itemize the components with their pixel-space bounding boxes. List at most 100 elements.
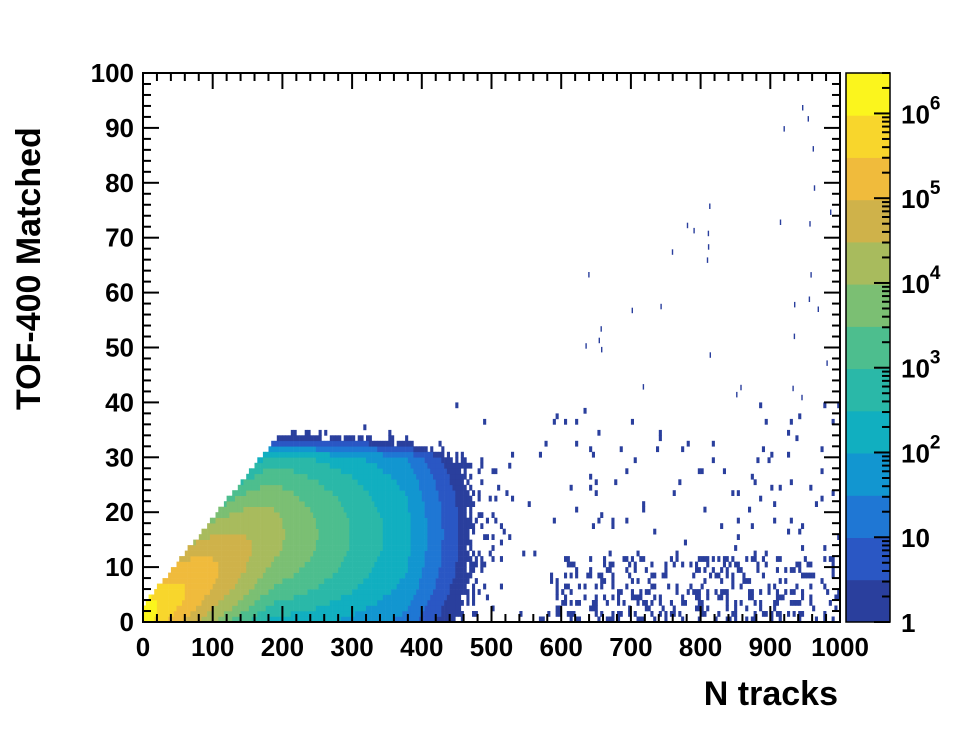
heatmap-cell: [349, 561, 353, 568]
heatmap-cell: [274, 462, 278, 469]
heatmap-cell: [349, 523, 353, 529]
heatmap-cell: [276, 561, 280, 568]
heatmap-cell: [274, 468, 278, 475]
heatmap-cell: [293, 556, 297, 562]
heatmap-cell: [458, 506, 462, 513]
heatmap-cell: [357, 457, 361, 464]
heatmap-cell: [246, 512, 250, 518]
heatmap-cell: [285, 545, 289, 551]
heatmap-cell: [251, 545, 255, 551]
heatmap-cell: [405, 534, 409, 540]
heatmap-cell: [391, 550, 395, 557]
heatmap-cell: [274, 556, 278, 562]
heatmap-cell: [145, 616, 149, 623]
heatmap-cell: [268, 583, 272, 590]
heatmap-cell: [271, 440, 275, 447]
heatmap-cell: [642, 616, 646, 623]
heatmap-cell: [352, 490, 356, 496]
heatmap-cell: [377, 611, 381, 617]
heatmap-cell: [357, 490, 361, 496]
heatmap-cell: [374, 484, 378, 491]
heatmap-cell: [360, 440, 364, 447]
y-tick-label: 70: [105, 223, 134, 253]
heatmap-cell: [441, 589, 445, 595]
heatmap-cell: [340, 534, 344, 540]
heatmap-cell: [201, 561, 205, 568]
heatmap-cell: [338, 501, 342, 507]
heatmap-cell: [363, 501, 367, 507]
heatmap-cell: [441, 523, 445, 529]
heatmap-cell: [407, 605, 411, 612]
heatmap-cell: [753, 611, 757, 617]
heatmap-cell: [360, 605, 364, 612]
heatmap-cell: [410, 440, 414, 447]
heatmap-cell: [321, 561, 325, 568]
heatmap-cell: [282, 572, 286, 579]
heatmap-cell: [315, 589, 319, 595]
heatmap-cell: [209, 523, 213, 529]
heatmap-cell: [251, 534, 255, 540]
colorbar-tick-label: 1: [901, 608, 915, 638]
heatmap-cell: [262, 512, 266, 518]
heatmap-cell: [260, 605, 264, 612]
heatmap-cell: [368, 484, 372, 491]
heatmap-cell: [460, 611, 464, 617]
heatmap-cell: [458, 473, 462, 480]
heatmap-cell: [438, 473, 442, 480]
heatmap-cell: [268, 468, 272, 475]
heatmap-cell: [441, 468, 445, 475]
heatmap-cell: [455, 451, 459, 458]
heatmap-cell: [310, 451, 314, 458]
heatmap-cell: [831, 572, 835, 579]
heatmap-cell: [343, 556, 347, 562]
heatmap-cell: [204, 550, 208, 557]
heatmap-cell: [405, 572, 409, 579]
heatmap-cell: [285, 473, 289, 480]
heatmap-cell: [179, 616, 183, 623]
heatmap-cell: [274, 495, 278, 502]
heatmap-cell: [318, 583, 322, 590]
heatmap-cell: [271, 616, 275, 623]
heatmap-cell: [787, 451, 791, 458]
heatmap-cell: [377, 583, 381, 590]
heatmap-cell: [438, 556, 442, 562]
heatmap-cell: [433, 517, 437, 524]
heatmap-cell: [380, 539, 384, 546]
heatmap-cell: [466, 528, 470, 535]
heatmap-cell: [198, 583, 202, 590]
heatmap-cell: [310, 468, 314, 475]
heatmap-cell: [463, 556, 467, 562]
heatmap-cell: [274, 594, 278, 601]
heatmap-cell: [335, 611, 339, 617]
heatmap-cell: [402, 512, 406, 518]
heatmap-cell: [156, 583, 160, 590]
heatmap-cell: [575, 506, 579, 513]
heatmap-cell: [285, 539, 289, 546]
heatmap-cell: [299, 589, 303, 595]
heatmap-cell: [388, 517, 392, 524]
heatmap-cell: [310, 611, 314, 617]
heatmap-cell: [714, 616, 718, 623]
heatmap-cell: [338, 495, 342, 502]
heatmap-cell: [402, 616, 406, 623]
heatmap-cell: [385, 528, 389, 535]
heatmap-cell: [182, 605, 186, 612]
heatmap-cell: [349, 605, 353, 612]
heatmap-cell: [246, 611, 250, 617]
heatmap-cell: [360, 495, 364, 502]
heatmap-cell: [444, 501, 448, 507]
heatmap-cell: [268, 462, 272, 469]
heatmap-cell: [452, 534, 456, 540]
heatmap-cell: [299, 506, 303, 513]
heatmap-cell: [282, 600, 286, 606]
heatmap-cell: [226, 594, 230, 601]
heatmap-cell: [296, 517, 300, 524]
heatmap-cell: [349, 539, 353, 546]
heatmap-cell: [435, 484, 439, 491]
heatmap-cell: [452, 561, 456, 568]
heatmap-cell: [235, 495, 239, 502]
heatmap-cell: [262, 484, 266, 491]
heatmap-cell: [201, 578, 205, 584]
heatmap-cell: [315, 435, 319, 442]
heatmap-cell: [209, 539, 213, 546]
